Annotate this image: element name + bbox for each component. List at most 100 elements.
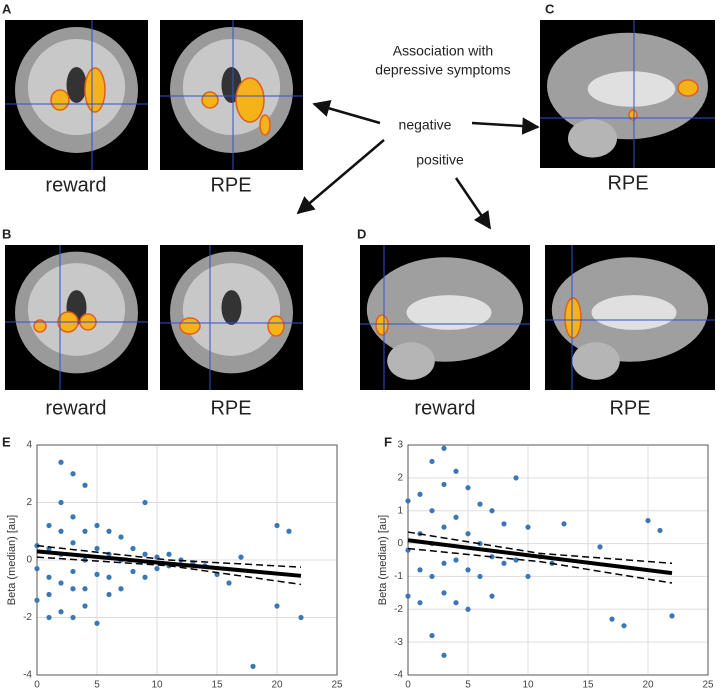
panel-label: D bbox=[357, 226, 366, 241]
x-tick-label: 25 bbox=[331, 680, 343, 691]
chart: -4-3-2-101230510152025QUIDS-SRBeta (medi… bbox=[377, 440, 714, 691]
y-tick-label: 0 bbox=[26, 555, 32, 566]
caption: RPE bbox=[607, 172, 648, 194]
point bbox=[525, 573, 531, 580]
point bbox=[513, 475, 519, 481]
activation bbox=[564, 297, 582, 339]
point bbox=[453, 557, 459, 563]
y-axis-label: Beta (median) [au] bbox=[377, 515, 389, 606]
point bbox=[453, 514, 459, 520]
point bbox=[513, 557, 519, 563]
x-tick-label: 5 bbox=[465, 680, 471, 691]
ci-line bbox=[36, 544, 302, 568]
panel-label: B bbox=[2, 226, 11, 241]
annotation: negative bbox=[399, 117, 452, 133]
point bbox=[441, 560, 447, 566]
activation bbox=[677, 79, 699, 97]
x-tick-label: 20 bbox=[271, 680, 283, 691]
brain-image bbox=[160, 245, 303, 390]
x-tick-label: 20 bbox=[642, 680, 654, 691]
point bbox=[70, 586, 76, 592]
point bbox=[142, 574, 148, 580]
caption: reward bbox=[414, 397, 475, 419]
point bbox=[501, 560, 507, 566]
point bbox=[405, 498, 411, 504]
brain-image bbox=[5, 20, 148, 170]
point bbox=[82, 482, 88, 488]
cerebellum bbox=[568, 119, 617, 158]
point bbox=[609, 616, 615, 622]
point bbox=[58, 580, 64, 586]
point bbox=[238, 554, 244, 560]
point bbox=[417, 600, 423, 606]
x-tick-label: 0 bbox=[34, 680, 40, 691]
point bbox=[274, 522, 280, 529]
y-tick-label: 2 bbox=[397, 472, 403, 483]
point bbox=[118, 586, 124, 592]
brain-image bbox=[360, 245, 530, 390]
y-axis-label: Beta (median) [au] bbox=[6, 515, 18, 606]
point bbox=[82, 528, 88, 534]
point bbox=[46, 591, 52, 598]
point bbox=[441, 652, 447, 658]
x-tick-label: 15 bbox=[211, 680, 223, 691]
point bbox=[274, 603, 280, 609]
point bbox=[58, 528, 64, 534]
point bbox=[250, 663, 256, 669]
panel-label: C bbox=[545, 1, 555, 16]
point bbox=[489, 593, 495, 599]
y-tick-label: -4 bbox=[394, 670, 403, 681]
point bbox=[489, 508, 495, 514]
point bbox=[477, 573, 483, 580]
activation bbox=[84, 67, 106, 113]
point bbox=[405, 593, 411, 599]
brain-image bbox=[160, 20, 303, 170]
point bbox=[489, 554, 495, 560]
point bbox=[154, 566, 160, 572]
point bbox=[669, 613, 675, 619]
point bbox=[106, 591, 112, 598]
point bbox=[429, 458, 435, 465]
y-tick-label: -4 bbox=[23, 670, 32, 681]
annotation: depressive symptoms bbox=[375, 62, 510, 78]
point bbox=[34, 597, 40, 603]
point bbox=[94, 522, 100, 529]
point bbox=[645, 517, 651, 524]
arrows bbox=[296, 99, 540, 230]
annotation: positive bbox=[416, 152, 464, 168]
y-tick-label: 1 bbox=[397, 505, 403, 516]
x-tick-label: 25 bbox=[702, 680, 714, 691]
brain-tissue bbox=[406, 295, 492, 330]
point bbox=[58, 459, 64, 465]
cerebellum bbox=[572, 342, 620, 380]
y-tick-label: -1 bbox=[394, 571, 403, 582]
brain-tissue bbox=[591, 295, 677, 330]
point bbox=[46, 574, 52, 580]
brain-image bbox=[5, 245, 148, 390]
point bbox=[166, 551, 172, 557]
panel-label: E bbox=[2, 434, 11, 449]
point bbox=[58, 609, 64, 615]
point bbox=[46, 614, 52, 621]
point bbox=[70, 471, 76, 477]
ventricle bbox=[66, 67, 87, 103]
plot-frame bbox=[407, 444, 709, 676]
fit-line bbox=[407, 538, 673, 576]
activation bbox=[33, 319, 47, 333]
caption: RPE bbox=[609, 397, 650, 419]
caption: RPE bbox=[210, 397, 251, 419]
point bbox=[106, 574, 112, 580]
caption: RPE bbox=[210, 174, 251, 196]
y-tick-label: 3 bbox=[397, 440, 403, 451]
point bbox=[429, 632, 435, 639]
point bbox=[142, 499, 148, 506]
point bbox=[441, 524, 447, 530]
point bbox=[70, 568, 76, 575]
point bbox=[441, 445, 447, 451]
y-tick-label: -2 bbox=[394, 604, 403, 615]
point bbox=[657, 527, 663, 534]
point bbox=[46, 522, 52, 529]
activation bbox=[235, 77, 265, 123]
caption: reward bbox=[45, 397, 106, 419]
